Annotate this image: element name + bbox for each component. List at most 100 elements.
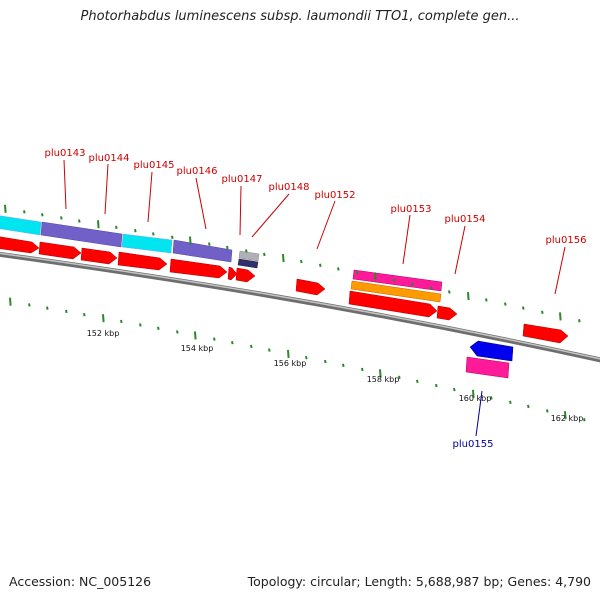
accession-text: Accession: NC_005126 — [9, 574, 152, 589]
genome-backbone — [0, 251, 600, 363]
ruler-tick — [398, 375, 401, 380]
ruler-tick — [189, 236, 192, 245]
ruler-tick — [453, 387, 456, 392]
ruler-tick — [583, 418, 586, 422]
leader-line — [104, 163, 109, 215]
ruler-tick — [379, 369, 382, 378]
leader-line — [63, 159, 67, 210]
cyan-feature-1[interactable] — [0, 215, 42, 236]
gene-label-plu0143[interactable]: plu0143 — [45, 148, 86, 159]
ruler-tick — [430, 286, 433, 290]
gene-arrow[interactable] — [436, 305, 458, 321]
ruler-tick — [374, 272, 377, 281]
gene-label-plu0148[interactable]: plu0148 — [269, 182, 310, 193]
ruler-tick — [171, 235, 174, 239]
gene-arrow[interactable] — [80, 247, 118, 265]
ruler-tick — [46, 306, 49, 310]
ruler-tick — [485, 298, 488, 302]
gene-label-plu0147[interactable]: plu0147 — [222, 174, 263, 185]
ruler-tick — [527, 404, 530, 409]
leader-line — [239, 185, 242, 236]
ruler-label: 152 kbp — [87, 329, 120, 338]
gene-label-plu0153[interactable]: plu0153 — [391, 204, 432, 215]
ruler-tick — [97, 220, 100, 229]
gene-label-plu0156[interactable]: plu0156 — [546, 235, 587, 246]
ruler-label: 162 kbp — [551, 414, 584, 423]
leader-line — [454, 225, 466, 275]
ruler-tick — [319, 263, 322, 268]
leader-line — [195, 177, 207, 230]
ruler-tick — [152, 232, 155, 236]
ruler-tick — [4, 204, 7, 213]
ruler-tick — [41, 213, 44, 217]
ruler-tick — [139, 323, 142, 327]
ruler-tick — [28, 303, 31, 307]
ruler-tick — [9, 297, 12, 306]
ruler-tick — [522, 306, 525, 310]
gene-label-plu0154[interactable]: plu0154 — [445, 214, 486, 225]
ruler-label: 158 kbp — [367, 375, 400, 384]
ruler-tick — [356, 271, 359, 275]
ruler-tick — [60, 216, 63, 220]
ruler-tick — [287, 349, 290, 359]
ruler-tick — [361, 367, 364, 372]
leader-line — [316, 200, 336, 250]
navy-feature[interactable] — [237, 258, 259, 269]
gene-label-plu0144[interactable]: plu0144 — [89, 153, 130, 164]
gene-arrow[interactable] — [295, 278, 326, 296]
ruler-tick — [134, 228, 137, 233]
ruler-tick — [509, 400, 512, 405]
gene-label-plu0152[interactable]: plu0152 — [315, 190, 356, 201]
ruler-tick — [194, 331, 197, 340]
grey-feature[interactable] — [238, 250, 260, 262]
leader-line — [251, 193, 290, 238]
ruler-tick — [245, 249, 248, 253]
ruler-tick — [472, 389, 475, 398]
ruler-tick — [393, 278, 396, 283]
ruler-tick — [102, 314, 105, 323]
gene-arrow[interactable] — [235, 267, 256, 283]
gene-label-plu0155[interactable]: plu0155 — [453, 439, 494, 450]
purple-feature-1[interactable] — [40, 221, 123, 248]
ruler-tick — [411, 282, 414, 286]
ruler-tick — [416, 379, 419, 384]
ruler-tick — [78, 219, 81, 223]
gene-arrow[interactable] — [348, 290, 438, 318]
gene-arrow[interactable] — [0, 236, 40, 254]
ruler-tick — [541, 310, 544, 315]
gene-label-plu0146[interactable]: plu0146 — [177, 166, 218, 177]
label-leaders — [63, 159, 566, 437]
ruler-tick — [564, 411, 567, 420]
ruler-tick — [120, 319, 123, 324]
ruler-tick — [282, 254, 285, 263]
magenta-feature-2[interactable] — [465, 356, 510, 379]
genome-summary-text: Topology: circular; Length: 5,688,987 bp… — [247, 574, 591, 589]
orange-feature[interactable] — [350, 280, 442, 303]
gene-labels: plu0143 plu0144 plu0145 plu0146 plu0147 … — [45, 148, 587, 450]
ruler-tick — [578, 319, 581, 323]
leader-line — [475, 390, 483, 437]
ruler-tick — [546, 409, 549, 413]
gene-label-plu0145[interactable]: plu0145 — [134, 160, 175, 171]
tick-row-reverse — [9, 297, 586, 422]
gene-arrow[interactable] — [117, 251, 168, 271]
genome-backbone-highlight — [0, 252, 600, 360]
tick-row-forward — [4, 204, 581, 323]
gene-arrow[interactable] — [38, 241, 82, 260]
map-title: Photorhabdus luminescens subsp. laumondi… — [80, 9, 520, 24]
gene-arrow[interactable] — [522, 323, 569, 344]
gene-arrow[interactable] — [227, 266, 238, 281]
feature-track — [0, 215, 569, 379]
gene-arrow[interactable] — [169, 258, 228, 279]
ruler-tick — [65, 309, 68, 314]
ruler-tick — [23, 210, 26, 214]
ruler-tick — [305, 355, 308, 360]
cyan-feature-2[interactable] — [121, 233, 173, 254]
ruler-tick — [490, 396, 493, 400]
reverse-gene-arrow[interactable] — [469, 340, 514, 362]
ruler-tick — [213, 337, 216, 341]
ruler-tick — [231, 340, 234, 345]
purple-feature-2[interactable] — [172, 239, 233, 263]
